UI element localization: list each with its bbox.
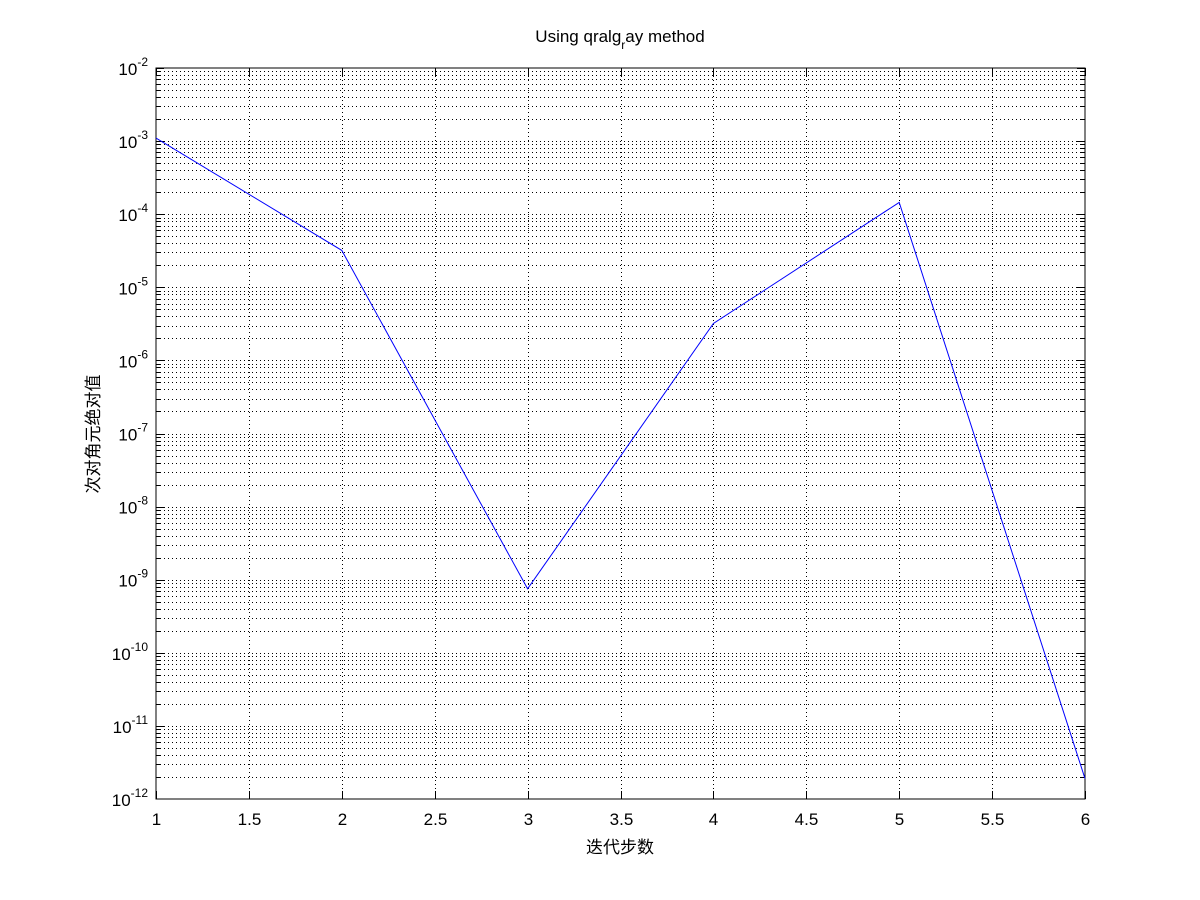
x-tick-label: 1.5 xyxy=(238,810,262,829)
series-line xyxy=(155,137,1086,779)
y-axis-label: 次对角元绝对值 xyxy=(84,375,104,494)
x-tick-label: 2.5 xyxy=(424,810,448,829)
x-tick-label: 3 xyxy=(524,810,533,829)
series xyxy=(155,137,1086,779)
y-tick-label: 10-12 xyxy=(112,786,149,810)
x-tick-label: 3.5 xyxy=(610,810,634,829)
y-tick-label: 10-8 xyxy=(118,494,148,518)
y-tick-label: 10-2 xyxy=(118,55,148,79)
y-tick-label: 10-10 xyxy=(112,640,149,664)
x-tick-label: 5 xyxy=(895,810,904,829)
y-tick-label: 10-6 xyxy=(118,347,148,371)
y-tick-label: 10-7 xyxy=(118,421,148,445)
x-tick-label: 2 xyxy=(338,810,347,829)
x-tick-label: 4.5 xyxy=(795,810,819,829)
y-tick-label: 10-4 xyxy=(118,201,148,225)
x-tick-label: 5.5 xyxy=(981,810,1005,829)
y-tick-label: 10-5 xyxy=(118,274,148,298)
x-tick-label: 6 xyxy=(1081,810,1090,829)
x-axis-label: 迭代步数 xyxy=(586,838,654,858)
y-tick-label: 10-9 xyxy=(118,567,148,591)
y-tick-label: 10-11 xyxy=(113,713,149,737)
plot-frame xyxy=(155,67,1086,800)
axes: 1 1.5 2 2.5 3 3.5 4 4.5 5 5.5 6 10-2 10-3 10-4 10-5 10-… xyxy=(112,55,1091,829)
grid xyxy=(156,68,1085,799)
x-tick-label: 4 xyxy=(709,810,718,829)
x-tick-label: 1 xyxy=(152,810,161,829)
y-tick-label: 10-3 xyxy=(118,128,148,152)
chart-title: Using qralgray method xyxy=(535,27,704,52)
